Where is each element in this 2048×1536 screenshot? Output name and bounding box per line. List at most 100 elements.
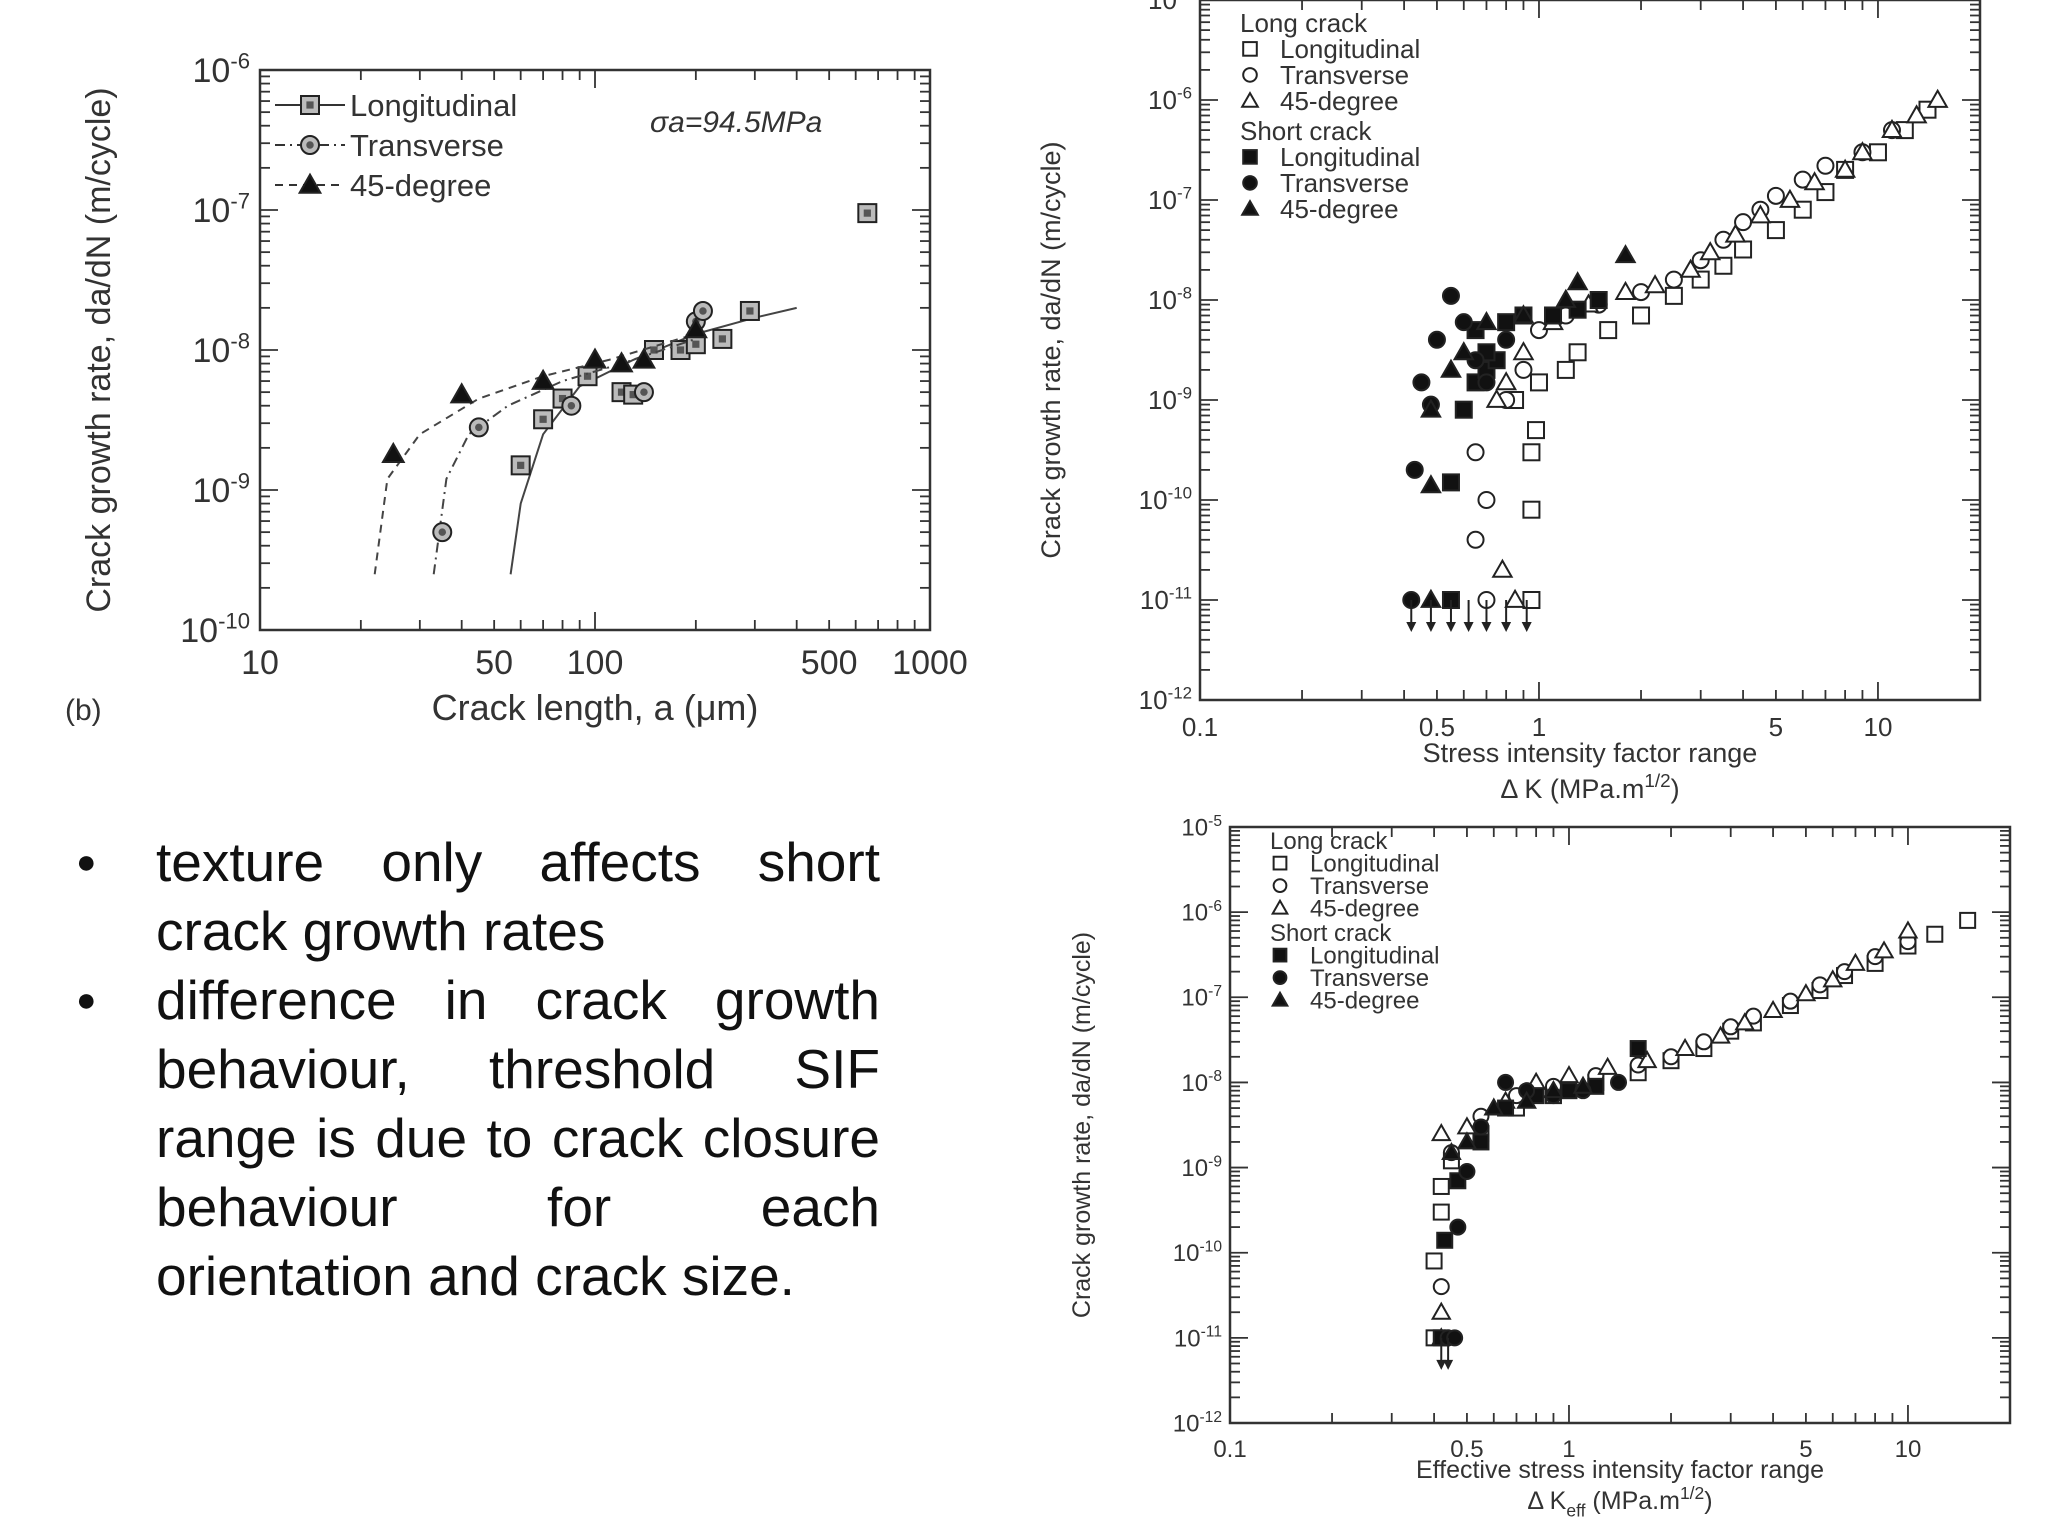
y-tick-label: 10-5 xyxy=(1181,815,1222,841)
data-point xyxy=(1432,1278,1450,1296)
data-point-core xyxy=(863,209,871,217)
data-point-core xyxy=(438,528,447,536)
arrow-head xyxy=(1445,622,1456,632)
data-point xyxy=(1497,313,1516,332)
data-point xyxy=(1454,313,1473,332)
data-point xyxy=(1529,321,1548,340)
data-point xyxy=(1873,940,1895,959)
y-tick-label: 10-9 xyxy=(1181,1153,1222,1182)
y-tick-label: 10-5 xyxy=(1148,0,1192,15)
data-point xyxy=(1430,1301,1452,1320)
legend-label: Transverse xyxy=(1280,168,1409,198)
y-tick-label: 10-7 xyxy=(1148,184,1192,215)
legend-label: 45-degree xyxy=(1280,194,1399,224)
data-point xyxy=(1749,204,1772,224)
legend-marker xyxy=(297,172,323,194)
data-point xyxy=(1441,473,1460,492)
legend-label: Longitudinal xyxy=(1310,851,1439,878)
data-point-core xyxy=(650,346,658,354)
data-point xyxy=(1664,286,1683,305)
data-point xyxy=(1599,321,1618,340)
units-end: ) xyxy=(1671,774,1680,804)
data-point xyxy=(1449,1218,1467,1236)
data-point xyxy=(1485,388,1508,408)
y-tick-exp: -8 xyxy=(1208,1068,1222,1085)
legend-label: Transverse xyxy=(1310,965,1429,992)
x-tick-label: 100 xyxy=(567,644,624,682)
y-tick-label: 10-9 xyxy=(1148,384,1192,415)
data-point xyxy=(1816,156,1835,175)
data-point xyxy=(1636,1050,1658,1069)
y-tick-label: 10-6 xyxy=(193,48,250,90)
data-point xyxy=(381,441,406,464)
y-tick-exp: -5 xyxy=(1177,0,1192,3)
bullet-dot-icon: ● xyxy=(76,843,97,881)
y-tick-exp: -8 xyxy=(230,328,250,353)
y-tick-label: 10-10 xyxy=(1173,1239,1223,1268)
bullet-dot-icon: ● xyxy=(76,981,97,1019)
y-tick-exp: -10 xyxy=(218,608,250,633)
data-point-core xyxy=(676,346,685,354)
legend-marker xyxy=(1272,878,1288,893)
x-tick-label: 10 xyxy=(241,644,279,682)
fit-line-1 xyxy=(432,337,697,575)
data-point xyxy=(1452,341,1475,361)
data-point xyxy=(1664,270,1683,289)
data-point xyxy=(1722,1018,1740,1036)
legend-group-title: Long crack xyxy=(1270,828,1388,855)
data-point xyxy=(1432,1203,1450,1221)
x-axis-label-units: Δ Keff (MPa.m1/2) xyxy=(1527,1483,1712,1521)
bullet-item: ● difference in crack growth behaviour, t… xyxy=(70,966,880,1311)
bullet-list: ● texture only affects short crack growth… xyxy=(70,828,880,1311)
y-tick-base: 10 xyxy=(1148,0,1177,15)
y-tick-exp: -6 xyxy=(1177,84,1192,103)
legend-label: Transverse xyxy=(1310,873,1429,900)
y-tick-label: 10-8 xyxy=(1181,1068,1222,1097)
data-point xyxy=(1405,460,1424,479)
y-tick-exp: -8 xyxy=(1177,284,1192,303)
legend-label: Longitudinal xyxy=(1280,142,1420,172)
data-point xyxy=(1446,1329,1464,1347)
y-tick-base: 10 xyxy=(1181,1155,1208,1182)
y-tick-label: 10-12 xyxy=(1173,1409,1222,1438)
bullet-text: texture only affects short crack growth … xyxy=(156,831,880,962)
plot-frame xyxy=(1198,0,1982,702)
data-point xyxy=(1504,588,1526,608)
data-point xyxy=(1458,1162,1476,1180)
data-point xyxy=(631,347,657,369)
y-tick-label: 10-7 xyxy=(193,188,250,230)
data-point xyxy=(1766,186,1785,205)
y-tick-base: 10 xyxy=(1148,385,1177,415)
x-tick-label: 0.5 xyxy=(1419,712,1455,742)
data-point xyxy=(1662,1048,1680,1066)
x-tick-label: 0.1 xyxy=(1213,1436,1246,1463)
y-tick-label: 10-8 xyxy=(193,328,250,370)
data-point xyxy=(1632,306,1651,325)
data-point xyxy=(1441,286,1460,305)
data-point xyxy=(1497,1073,1515,1091)
data-point xyxy=(1614,244,1637,264)
data-point-core xyxy=(517,461,525,469)
data-point xyxy=(1456,1131,1478,1150)
x-tick-label: 1 xyxy=(1562,1436,1575,1463)
data-point xyxy=(1522,443,1541,462)
y-tick-base: 10 xyxy=(193,332,231,370)
arrow-head xyxy=(1443,1359,1454,1370)
stress-annotation: σa=94.5MPa xyxy=(650,106,822,139)
legend-group-title: Long crack xyxy=(1240,8,1368,38)
units-end: ) xyxy=(1704,1487,1712,1515)
y-tick-exp: -11 xyxy=(1201,1324,1222,1341)
data-point xyxy=(1432,1177,1450,1195)
data-point xyxy=(1710,1025,1731,1044)
data-point xyxy=(1572,1075,1594,1094)
data-point xyxy=(1779,188,1801,208)
y-tick-base: 10 xyxy=(1148,285,1177,315)
legend-group-title: Short crack xyxy=(1270,920,1392,947)
y-tick-base: 10 xyxy=(1148,85,1177,115)
legend-marker xyxy=(1242,67,1258,83)
y-tick-base: 10 xyxy=(1174,1325,1201,1352)
data-point xyxy=(1440,358,1462,378)
legend-marker xyxy=(1242,175,1258,191)
data-point xyxy=(1695,1033,1713,1051)
data-point xyxy=(1412,373,1431,392)
